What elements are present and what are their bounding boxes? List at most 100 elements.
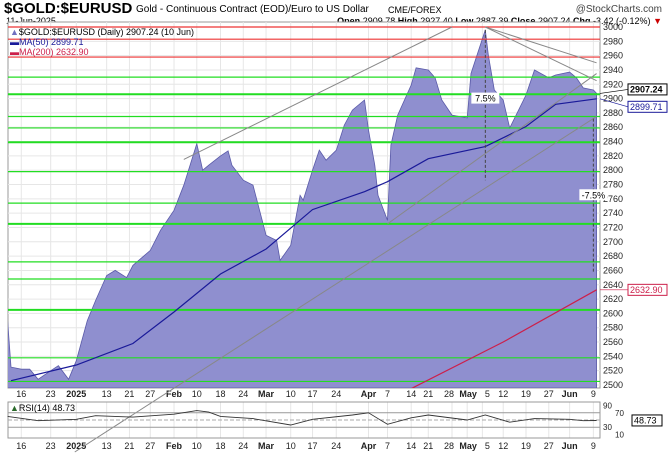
x-tick-label: 13 [102, 441, 112, 451]
rsi-value-tag [631, 414, 663, 427]
x-tick-label: 18 [216, 389, 226, 399]
trend-line [485, 26, 597, 64]
ma200-value-text: 2632.90 [630, 285, 663, 295]
x-tick-label: 24 [331, 441, 341, 451]
y-tick-label: 2700 [603, 237, 623, 247]
y-tick-label: 2600 [603, 308, 623, 318]
close-label: Close [510, 16, 536, 26]
x-tick-label: 7 [385, 441, 390, 451]
y-tick-label: 2720 [603, 222, 623, 232]
high-label: High [397, 16, 418, 26]
y-tick-label: 2980 [603, 36, 623, 46]
x-tick-label: 27 [544, 389, 554, 399]
low-label: Low [455, 16, 474, 26]
rsi-swatch-icon: ▲ [10, 403, 19, 413]
rsi-value-text: 48.73 [634, 415, 657, 425]
y-tick-label: 2580 [603, 323, 623, 333]
y-tick-label: 2540 [603, 351, 623, 361]
chg-label: Chg [573, 16, 591, 26]
x-tick-label: 2025 [66, 389, 86, 399]
measure-label: -7.5% [582, 190, 606, 200]
x-tick-label: Jun [562, 389, 578, 399]
y-tick-label: 2820 [603, 151, 623, 161]
x-tick-label: 16 [16, 441, 26, 451]
ma50-value-text: 2899.71 [630, 102, 663, 112]
x-tick-label: 24 [238, 389, 248, 399]
legend-ma50: ▬MA(50) 2899.71 [10, 37, 84, 47]
y-tick-label: 2620 [603, 294, 623, 304]
x-tick-label: 5 [485, 389, 490, 399]
ma50-tag-pointer [599, 98, 629, 108]
x-tick-label: 10 [192, 441, 202, 451]
x-tick-label: 18 [216, 441, 226, 451]
symbol-description: Gold - Continuous Contract (EOD)/Euro to… [136, 4, 369, 15]
x-tick-label: 10 [286, 441, 296, 451]
x-tick-label: 9 [591, 389, 596, 399]
open-label: Open [337, 16, 361, 26]
y-tick-label: 2800 [603, 165, 623, 175]
measure-label-bg [471, 92, 500, 104]
legend-ma200-text: MA(200) 2632.90 [19, 47, 89, 57]
y-tick-label: 3000 [603, 22, 623, 32]
x-tick-label: 12 [498, 389, 508, 399]
x-tick-label: Feb [166, 389, 183, 399]
x-tick-label: 21 [124, 389, 134, 399]
x-tick-label: Jun [562, 441, 578, 451]
y-tick-label: 2520 [603, 366, 623, 376]
ma200-value-tag [627, 283, 668, 296]
trend-line [183, 26, 453, 160]
price-area [8, 29, 598, 388]
measure-label-bg [579, 189, 608, 201]
y-tick-label: 2680 [603, 251, 623, 261]
x-tick-label: 21 [423, 389, 433, 399]
x-tick-label: 16 [16, 389, 26, 399]
y-tick-label: 2920 [603, 79, 623, 89]
x-tick-label: Feb [166, 441, 183, 451]
x-tick-label: Apr [361, 389, 377, 399]
x-tick-label: 12 [498, 441, 508, 451]
ohlc-summary: Open 2909.78 High 2927.40 Low 2887.39 Cl… [337, 16, 662, 26]
measure-label: 7.5% [475, 94, 496, 104]
y-tick-label: 2840 [603, 137, 623, 147]
x-tick-label: 23 [46, 441, 56, 451]
price-value-text: 2907.24 [630, 84, 663, 94]
y-tick-label: 2740 [603, 208, 623, 218]
exchange-label: CME/FOREX [388, 5, 442, 15]
x-tick-label: 2025 [66, 441, 86, 451]
rsi-tick-label: 10 [615, 430, 624, 439]
x-tick-label: 17 [308, 389, 318, 399]
x-tick-label: 24 [238, 441, 248, 451]
x-tick-label: 28 [444, 389, 454, 399]
x-tick-label: 10 [192, 389, 202, 399]
rsi-tick-label: 90 [603, 402, 612, 411]
y-tick-label: 2780 [603, 180, 623, 190]
y-tick-label: 2560 [603, 337, 623, 347]
y-tick-label: 2760 [603, 194, 623, 204]
rsi-legend: ▲RSI(14) 48.73 [10, 403, 75, 413]
y-tick-label: 2880 [603, 108, 623, 118]
ma50-line [10, 98, 597, 382]
brand-label: @StockCharts.com [575, 4, 662, 15]
legend-price-text: $GOLD:$EURUSD (Daily) 2907.24 (10 Jun) [18, 27, 194, 37]
close-value: 2907.24 [537, 16, 571, 26]
x-tick-label: 7 [385, 389, 390, 399]
x-tick-label: 14 [406, 389, 416, 399]
symbol-title: $GOLD:$EURUSD [4, 0, 133, 17]
triangle-down-icon: ▼ [653, 16, 662, 26]
x-tick-label: May [459, 389, 477, 399]
trend-line [74, 116, 597, 453]
trend-line [387, 73, 597, 225]
x-tick-label: Mar [258, 389, 275, 399]
chart-date: 11-Jun-2025 [6, 16, 56, 26]
x-tick-label: Apr [361, 441, 377, 451]
y-tick-label: 2900 [603, 94, 623, 104]
legend-price: ▲$GOLD:$EURUSD (Daily) 2907.24 (10 Jun) [10, 27, 194, 37]
price-tag-pointer [599, 89, 629, 94]
x-tick-label: 19 [521, 441, 531, 451]
y-tick-label: 2960 [603, 51, 623, 61]
x-tick-label: 28 [444, 441, 454, 451]
x-tick-label: 21 [423, 441, 433, 451]
low-value: 2887.39 [475, 16, 509, 26]
